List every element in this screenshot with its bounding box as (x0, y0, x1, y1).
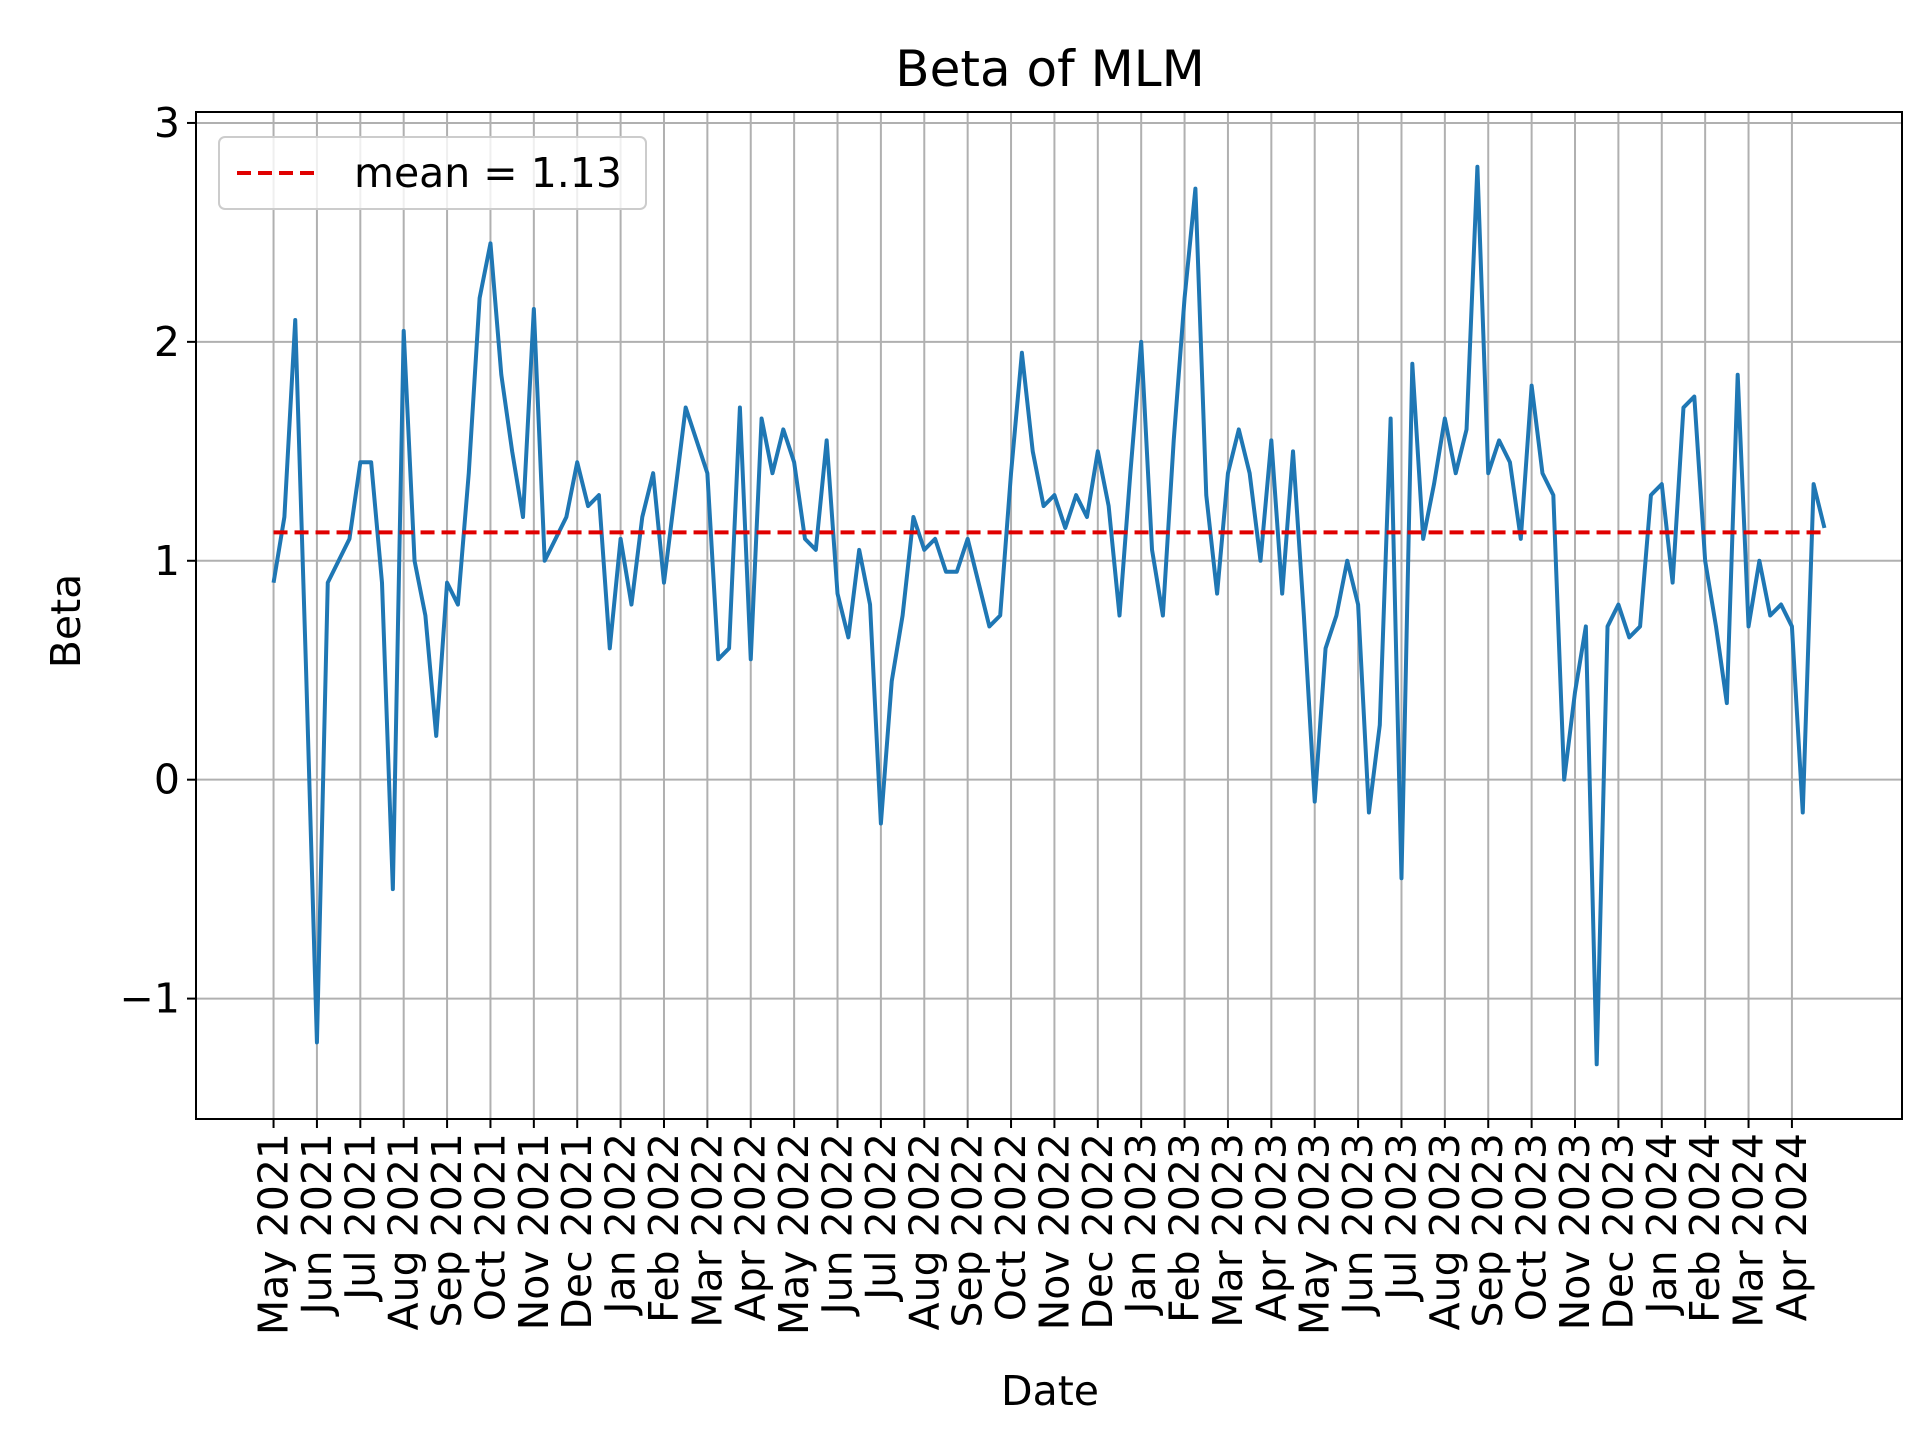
x-tick-label: May 2023 (1291, 1133, 1339, 1335)
x-tick-label: Aug 2023 (1421, 1133, 1469, 1330)
x-tick-label: Feb 2022 (640, 1133, 688, 1323)
x-tick-label: Jun 2021 (293, 1133, 341, 1317)
x-tick-label: Jul 2022 (857, 1133, 905, 1303)
x-tick-label: May 2022 (770, 1133, 818, 1335)
legend-label: mean = 1.13 (354, 149, 622, 197)
y-tick-label: −1 (120, 975, 180, 1023)
x-tick-label: Jun 2023 (1334, 1133, 1382, 1317)
x-tick-label: Oct 2023 (1508, 1133, 1556, 1321)
x-tick-label: Jan 2024 (1638, 1133, 1686, 1317)
x-tick-label: Mar 2024 (1725, 1133, 1773, 1328)
y-tick-label: 2 (154, 318, 180, 366)
chart-title: Beta of MLM (895, 40, 1204, 98)
data-line (271, 164, 1827, 1067)
y-tick-label: 1 (154, 537, 180, 585)
x-tick-label: May 2021 (250, 1133, 298, 1335)
legend: mean = 1.13 (218, 136, 647, 210)
plot-frame (195, 111, 1903, 1120)
x-tick-label: Feb 2023 (1161, 1133, 1209, 1323)
x-tick-label: Dec 2023 (1594, 1133, 1642, 1330)
x-tick-label: Apr 2023 (1247, 1133, 1295, 1321)
x-tick-label: Jan 2023 (1117, 1133, 1165, 1317)
x-tick-label: Jun 2022 (814, 1133, 862, 1317)
x-tick-label: Oct 2021 (466, 1133, 514, 1321)
x-tick-label: Nov 2023 (1551, 1133, 1599, 1330)
x-tick-label: Aug 2022 (900, 1133, 948, 1330)
legend-box (218, 136, 647, 210)
x-tick-label: Apr 2022 (727, 1133, 775, 1321)
x-tick-label: Sep 2023 (1464, 1133, 1512, 1328)
x-tick-label: Sep 2022 (944, 1133, 992, 1328)
x-tick-label: Nov 2022 (1030, 1133, 1078, 1330)
x-tick-label: Jul 2023 (1377, 1133, 1425, 1303)
y-tick-label: 0 (154, 756, 180, 804)
x-tick-label: Sep 2021 (423, 1133, 471, 1328)
x-tick-label: Oct 2022 (987, 1133, 1035, 1321)
x-tick-label: Dec 2022 (1074, 1133, 1122, 1330)
y-tick-label: 3 (154, 99, 180, 147)
x-tick-label: Jul 2021 (336, 1133, 384, 1303)
x-tick-label: Mar 2023 (1204, 1133, 1252, 1328)
x-tick-label: Nov 2021 (510, 1133, 558, 1330)
x-axis-label: Date (1001, 1367, 1099, 1415)
x-tick-label: Apr 2024 (1768, 1133, 1816, 1321)
x-tick-label: Mar 2022 (683, 1133, 731, 1328)
x-tick-label: Jan 2022 (597, 1133, 645, 1317)
x-tick-label: Dec 2021 (553, 1133, 601, 1330)
x-tick-label: Aug 2021 (380, 1133, 428, 1330)
x-tick-label: Feb 2024 (1681, 1133, 1729, 1323)
y-axis-label: Beta (42, 574, 90, 669)
